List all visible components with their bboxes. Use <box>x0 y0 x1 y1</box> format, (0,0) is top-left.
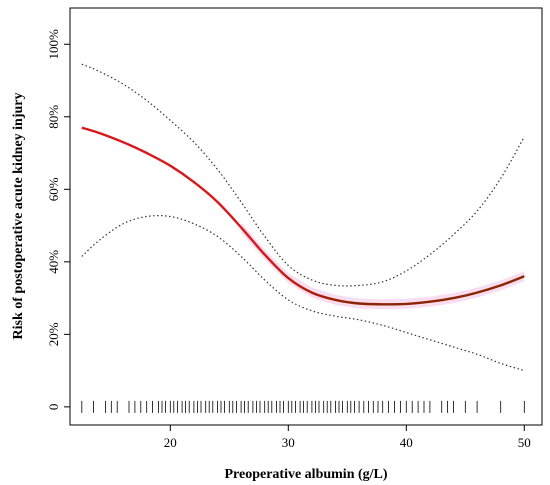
y-axis-title: Risk of postoperative acute kidney injur… <box>11 93 26 340</box>
y-axis: 0 20% 40% 60% 80% 100% <box>46 29 70 410</box>
y-tick-label: 80% <box>46 105 61 129</box>
x-tick-label: 30 <box>282 435 295 450</box>
ci-upper-line <box>81 63 525 287</box>
y-tick-label: 60% <box>46 177 61 201</box>
x-tick-label: 40 <box>400 435 413 450</box>
ci-band <box>241 222 525 310</box>
confidence-band <box>241 222 525 310</box>
x-tick-label: 20 <box>164 435 177 450</box>
series-layer <box>81 63 525 372</box>
x-axis-title: Preoperative albumin (g/L) <box>224 467 387 482</box>
x-tick-label: 50 <box>518 435 531 450</box>
plot-frame <box>69 7 543 426</box>
estimate-line <box>81 126 525 306</box>
x-axis: 20 30 40 50 <box>164 425 531 450</box>
y-tick-label: 40% <box>46 250 61 274</box>
y-tick-label: 20% <box>46 322 61 346</box>
ci-lower-line <box>81 215 525 372</box>
rug-layer <box>81 400 525 413</box>
y-tick-label: 0 <box>46 404 61 411</box>
y-tick-label: 100% <box>46 29 61 60</box>
